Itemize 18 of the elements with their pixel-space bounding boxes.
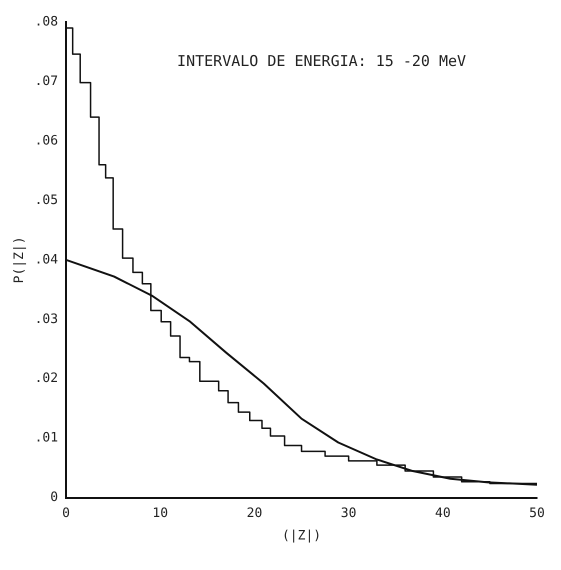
y-tick-label: .01 [34, 430, 58, 446]
y-tick-label: .04 [34, 252, 58, 268]
y-tick-label: .02 [34, 371, 58, 386]
x-tick-label: 0 [62, 506, 70, 521]
y-tick-label: .07 [34, 74, 58, 89]
y-tick-label: 0 [50, 490, 58, 506]
x-tick-label: 10 [152, 506, 168, 521]
y-tick-label: .08 [34, 14, 58, 30]
x-tick-label: 30 [340, 506, 356, 521]
y-axis-title: P(|Z|) [12, 236, 28, 284]
annotation: INTERVALO DE ENERGIA: 15 -20 MeV [177, 52, 466, 70]
y-tick-label: .06 [34, 133, 58, 148]
x-tick-label: 50 [529, 506, 545, 521]
x-axis-title: (|Z|) [282, 528, 322, 544]
y-tick-label: .05 [34, 192, 58, 208]
x-tick-label: 40 [434, 506, 451, 521]
x-tick-label: 20 [246, 506, 262, 521]
y-tick-label: .03 [34, 312, 58, 327]
